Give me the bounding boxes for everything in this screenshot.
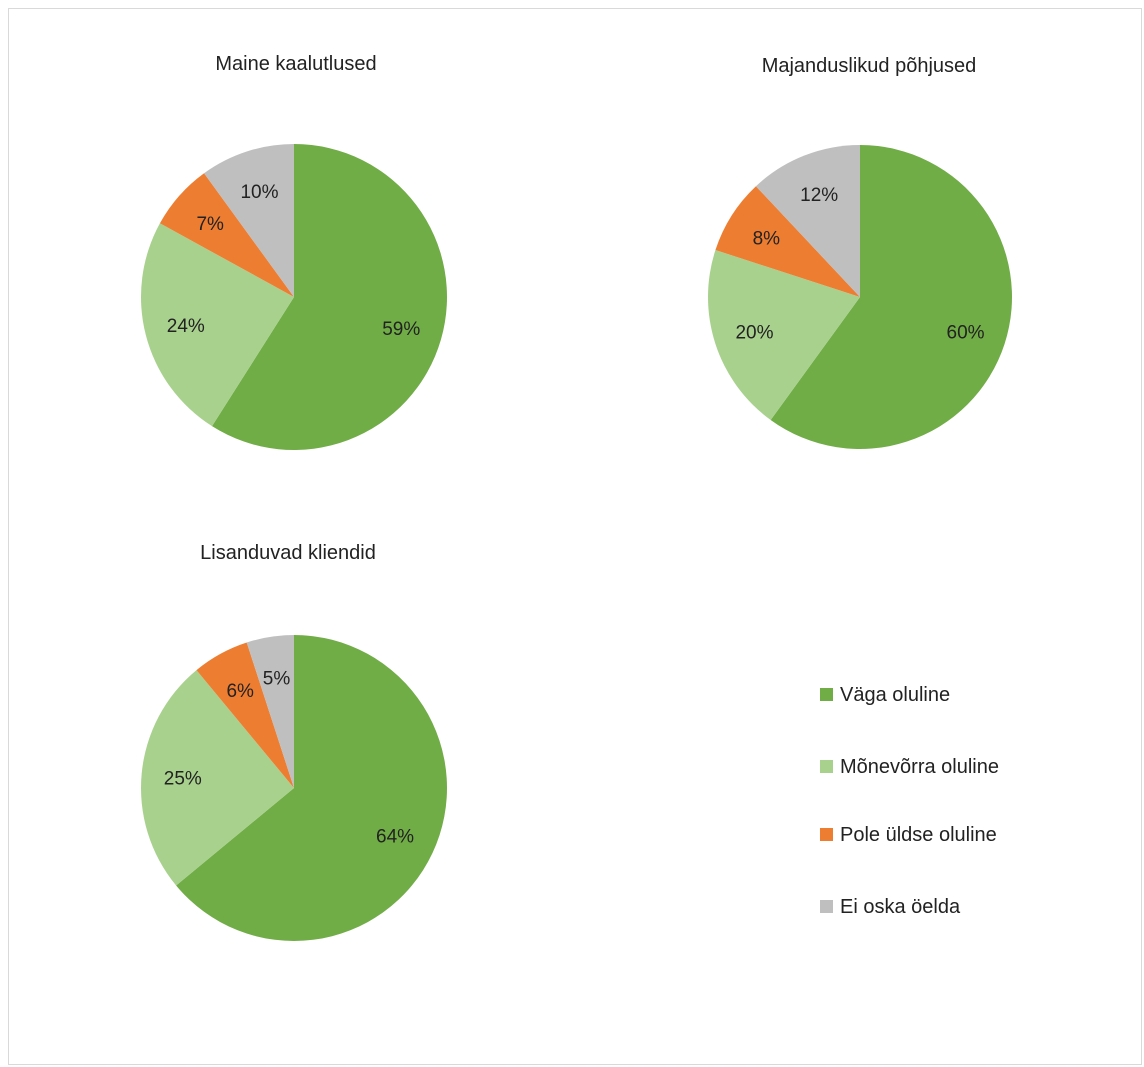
data-label-ei-oska-oelda: 5% bbox=[263, 669, 291, 690]
pie-chart-majanduslikud: Majanduslikud põhjused 60% 20% 8% 12% bbox=[707, 55, 1012, 449]
data-label-ei-oska-oelda: 10% bbox=[240, 182, 278, 203]
chart-title: Lisanduvad kliendid bbox=[200, 542, 376, 564]
data-label-monevorra-oluline: 24% bbox=[167, 316, 205, 337]
pie-slice-monevorra-oluline bbox=[141, 223, 294, 427]
chart-title: Majanduslikud põhjused bbox=[762, 55, 977, 77]
pie-slice-vaga-oluline bbox=[176, 635, 448, 941]
pie-slice-pole-uldse-oluline bbox=[159, 173, 294, 297]
pie-slice-vaga-oluline bbox=[770, 145, 1012, 449]
legend-swatch bbox=[820, 828, 833, 841]
data-label-vaga-oluline: 59% bbox=[382, 319, 420, 340]
chart-title: Maine kaalutlused bbox=[215, 53, 376, 75]
pie-slice-vaga-oluline bbox=[212, 144, 447, 450]
data-label-pole-uldse-oluline: 6% bbox=[226, 681, 254, 702]
legend-swatch bbox=[820, 900, 833, 913]
legend-label: Pole üldse oluline bbox=[840, 824, 997, 846]
legend-label: Mõnevõrra oluline bbox=[840, 756, 999, 778]
pie-slice-pole-uldse-oluline bbox=[196, 642, 294, 788]
legend-label: Ei oska öelda bbox=[840, 896, 961, 918]
pie-slice-monevorra-oluline bbox=[707, 250, 860, 420]
data-label-monevorra-oluline: 20% bbox=[735, 322, 773, 343]
pie-chart-lisanduvad: Lisanduvad kliendid 64% 25% 6% 5% bbox=[141, 542, 448, 941]
pie-slice-ei-oska-oelda bbox=[204, 144, 294, 297]
data-label-pole-uldse-oluline: 7% bbox=[196, 214, 224, 235]
data-label-monevorra-oluline: 25% bbox=[164, 768, 202, 789]
legend-swatch bbox=[820, 688, 833, 701]
data-label-vaga-oluline: 64% bbox=[376, 827, 414, 848]
data-label-vaga-oluline: 60% bbox=[947, 322, 985, 343]
pie-chart-maine: Maine kaalutlused 59% 24% 7% 10% bbox=[141, 53, 447, 450]
pie-slice-pole-uldse-oluline bbox=[715, 186, 860, 297]
legend-swatch bbox=[820, 760, 833, 773]
legend: Väga oluline Mõnevõrra oluline Pole ülds… bbox=[820, 684, 999, 918]
legend-label: Väga oluline bbox=[840, 684, 950, 706]
data-label-pole-uldse-oluline: 8% bbox=[753, 229, 781, 250]
data-label-ei-oska-oelda: 12% bbox=[800, 185, 838, 206]
pie-slice-ei-oska-oelda bbox=[755, 145, 860, 297]
pie-slice-monevorra-oluline bbox=[141, 670, 294, 886]
pie-slice-ei-oska-oelda bbox=[246, 635, 294, 788]
